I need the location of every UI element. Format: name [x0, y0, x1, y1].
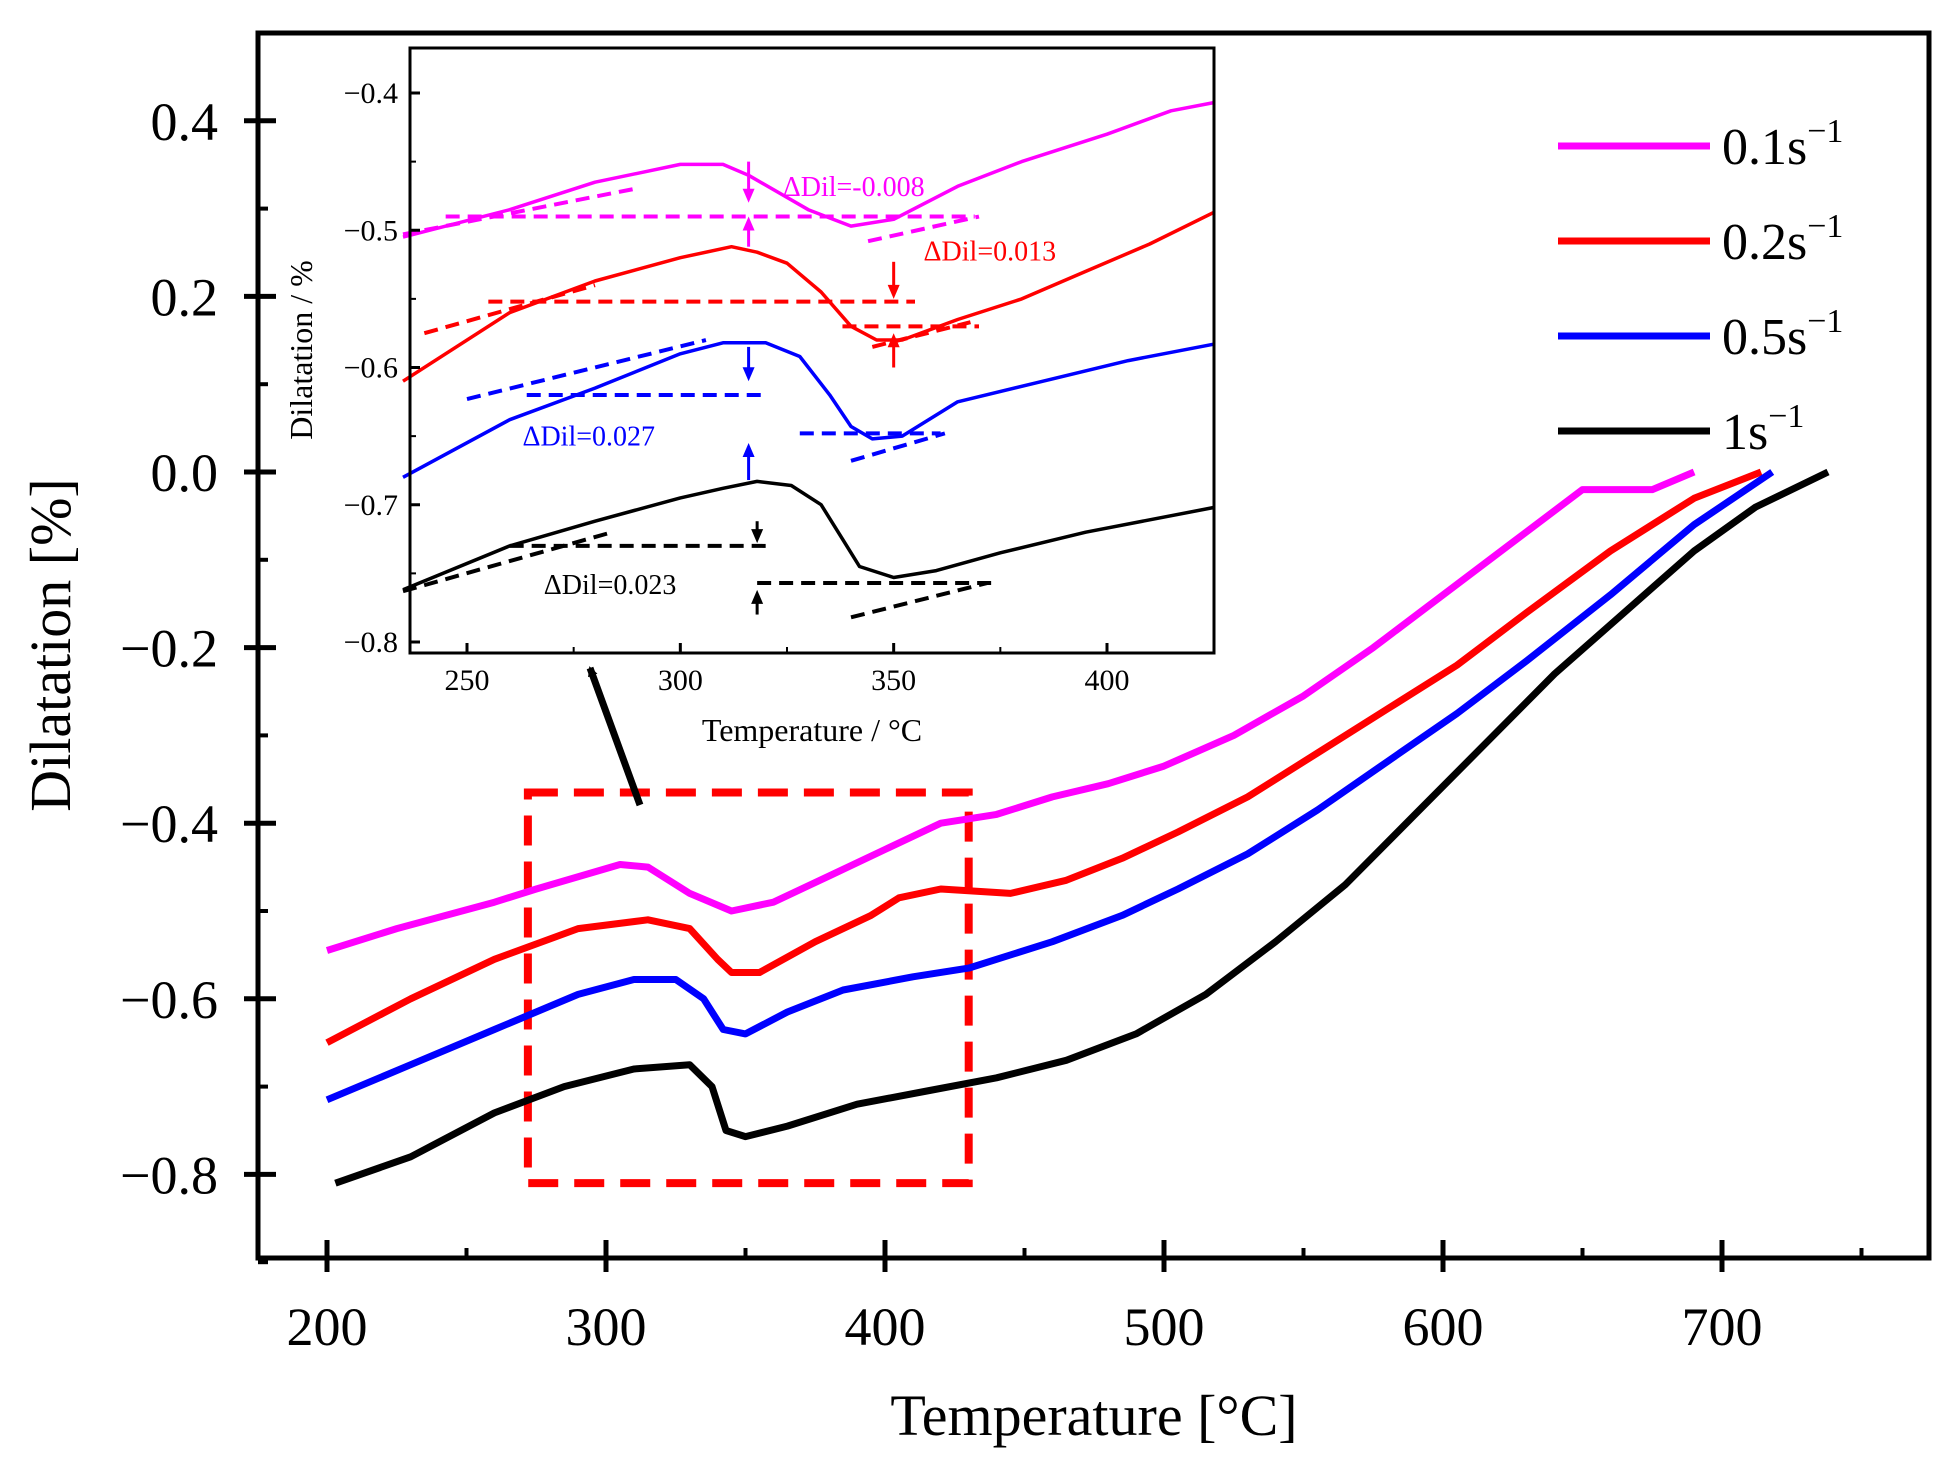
y-tick-label: −0.6 — [120, 970, 218, 1030]
inset-y-tick-label: −0.6 — [344, 352, 398, 385]
inset-guide-line-3 — [423, 283, 596, 336]
inset-guide-line-7 — [466, 338, 707, 402]
inset-guide-line-10 — [850, 431, 946, 463]
inset-annotations: ΔDil=-0.008 ΔDil=0.013 ΔDil=0.027 ΔDil=0.02… — [522, 172, 1056, 601]
series-line-2 — [325, 469, 1775, 1104]
series-line-3 — [334, 468, 1830, 1187]
inset-x-tick-label: 350 — [871, 664, 916, 697]
inset-x-tick-label: 300 — [658, 664, 703, 697]
inset-x-tick-label: 400 — [1085, 664, 1130, 697]
inset-series-line-3 — [402, 479, 1215, 592]
inset-guide-line-2 — [867, 214, 980, 244]
inset-annotation-3: ΔDil=0.023 — [544, 570, 677, 601]
inset-bracket-up-head-0 — [742, 216, 755, 231]
x-tick-label: 400 — [845, 1297, 926, 1357]
inset-frame — [408, 46, 1216, 655]
inset-y-tick-label: −0.8 — [344, 626, 398, 659]
inset-bracket-up-head-3 — [751, 589, 764, 604]
inset-guide-line-11 — [402, 530, 613, 594]
y-tick-label: −0.8 — [120, 1145, 218, 1205]
series-line-1 — [325, 468, 1763, 1046]
y-tick-label: 0.4 — [151, 92, 219, 152]
inset-annotation-2: ΔDil=0.027 — [522, 422, 655, 453]
legend-label-1: 0.2s−1 — [1722, 208, 1843, 271]
x-tick-label: 500 — [1124, 1297, 1205, 1357]
y-tick-label: −0.4 — [120, 794, 218, 854]
inset-series-line-1 — [402, 210, 1215, 383]
inset-bracket-down-head-3 — [751, 529, 764, 544]
inset-annotation-0: ΔDil=-0.008 — [783, 172, 925, 203]
inset-x-axis-title: Temperature / °C — [702, 712, 922, 748]
inset-bracket-down-head-0 — [742, 188, 755, 203]
main-y-ticks: 0.4 0.2 0.0 −0.2 −0.4 −0.6 −0.8 — [120, 92, 276, 1265]
inset-series-group — [402, 100, 1215, 592]
inset-background — [410, 48, 1214, 653]
inset-bracket-up-head-2 — [742, 442, 755, 457]
y-tick-label: 0.2 — [151, 267, 219, 327]
y-tick-label: 0.0 — [151, 443, 219, 503]
series-line-0 — [325, 468, 1696, 954]
inset-bracket-down-head-2 — [742, 367, 755, 382]
inset-bracket-down-head-1 — [887, 284, 900, 299]
inset-bracket-up-head-1 — [887, 333, 900, 348]
legend-label-3: 1s−1 — [1722, 398, 1804, 461]
legend-label-2: 0.5s−1 — [1722, 303, 1843, 366]
inset-x-tick-label: 250 — [445, 664, 490, 697]
inset-guide-lines — [402, 187, 997, 620]
main-x-ticks: 200 300 400 500 600 700 — [287, 1240, 1864, 1357]
inset-y-tick-label: −0.5 — [344, 214, 398, 247]
x-tick-label: 200 — [287, 1297, 368, 1357]
main-series-group — [325, 468, 1830, 1187]
x-tick-label: 700 — [1682, 1297, 1763, 1357]
x-tick-label: 600 — [1403, 1297, 1484, 1357]
inset-x-ticks: 250 300 350 400 — [445, 643, 1215, 697]
y-tick-label: −0.2 — [120, 619, 218, 679]
inset-guide-line-14 — [850, 581, 989, 620]
legend-label-0: 0.1s−1 — [1722, 113, 1843, 176]
inset-series-line-0 — [402, 100, 1215, 239]
legend: 0.1s−1 0.2s−1 0.5s−1 1s−1 — [1558, 113, 1843, 461]
inset-y-tick-label: −0.4 — [344, 77, 398, 110]
inset-y-ticks: −0.4 −0.5 −0.6 −0.7 −0.8 — [344, 77, 420, 659]
inset-annotation-1: ΔDil=0.013 — [924, 236, 1057, 267]
inset-guide-line-0 — [402, 187, 634, 237]
y-axis-title: Dilatation [%] — [18, 478, 83, 811]
inset-delta-brackets — [742, 161, 900, 615]
inset-pointer-arrow — [586, 666, 644, 807]
inset-y-axis-title: Dilatation / % — [283, 260, 319, 440]
inset-series-line-2 — [402, 341, 1215, 479]
x-tick-label: 300 — [566, 1297, 647, 1357]
inset-y-tick-label: −0.7 — [344, 489, 398, 522]
x-axis-title: Temperature [°C] — [890, 1383, 1297, 1448]
